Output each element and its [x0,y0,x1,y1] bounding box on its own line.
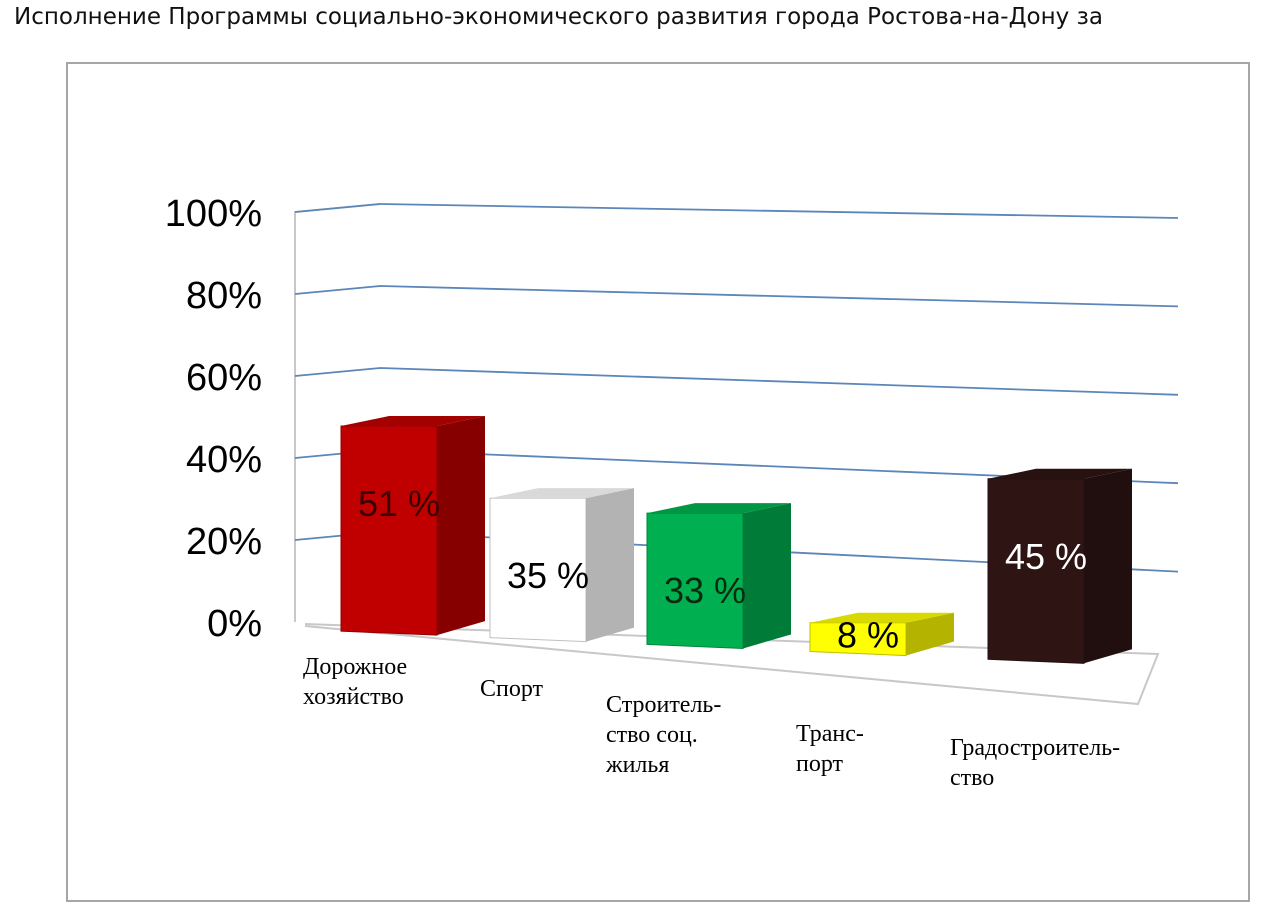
bar-side [586,488,634,642]
y-tick-label: 20% [186,521,262,563]
x-category-label: Дорожное хозяйство [303,654,407,710]
x-category-label-line: ство [950,765,994,791]
y-tick-label: 60% [186,357,262,399]
x-category-label-line: порт [796,751,844,777]
chart-frame [66,62,1250,902]
chart-title: Исполнение Программы социально-экономиче… [14,4,1103,30]
x-category-label: Строитель-ство соц. жилья [605,692,721,778]
data-label: 35 % [507,555,589,596]
data-label: 51 % [358,483,440,524]
y-tick-label: 100% [165,193,262,235]
x-category-label-line: Спорт [480,676,544,702]
x-category-label-line: Дорожное [303,654,407,680]
bar-top [810,612,954,623]
x-category-label-line: хозяйство [303,684,404,710]
x-category-label-line: Градостроитель- [950,735,1120,761]
x-category-label: Транс-порт [796,721,864,777]
bar-side [743,503,791,649]
data-label: 33 % [664,570,746,611]
data-label: 8 % [837,615,899,656]
x-category-label: Спорт [480,676,544,702]
x-category-label-line: Транс- [796,721,864,747]
x-category-label-line: Строитель- [606,692,721,718]
bar-side [437,416,485,636]
bar-side [906,612,954,656]
gridline [294,285,1179,308]
gridline [294,203,1179,219]
x-category-label-line: жилья [605,752,669,778]
gridline [294,367,1179,396]
bar-top [647,503,791,514]
bar-side [1084,468,1132,664]
y-tick-label: 0% [207,603,262,645]
bar-top [341,416,485,427]
bar-top [988,468,1132,479]
data-label: 45 % [1005,536,1087,577]
bar [340,425,438,636]
y-tick-label: 40% [186,439,262,481]
x-category-label-line: ство соц. [606,722,698,748]
bar-top [490,488,634,499]
x-category-label: Градостроитель-ство [950,735,1120,791]
y-tick-label: 80% [186,275,262,317]
